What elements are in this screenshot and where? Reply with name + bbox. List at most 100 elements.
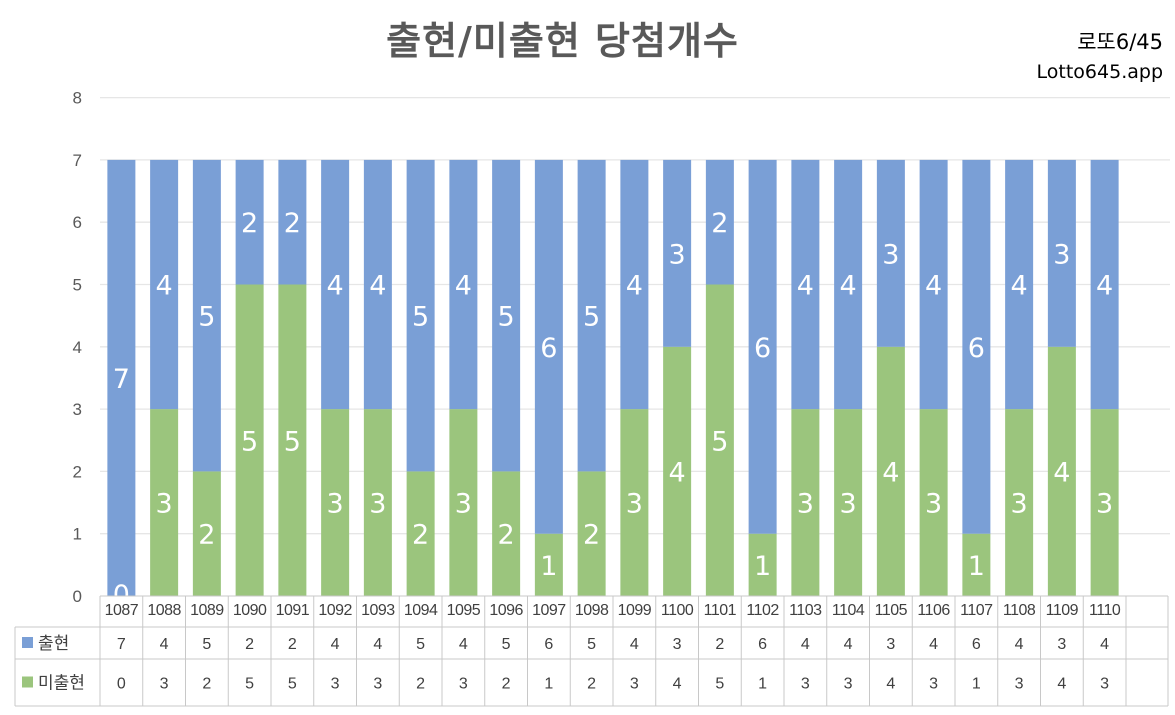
x-category-label: 1096 — [489, 602, 523, 619]
table-cell: 5 — [502, 636, 511, 653]
bar-not-appeared — [235, 284, 264, 596]
data-label-appeared: 3 — [1053, 239, 1070, 270]
table-cell: 4 — [160, 636, 169, 653]
table-cell: 0 — [117, 676, 126, 693]
table-cell: 2 — [245, 636, 254, 653]
bar-not-appeared — [492, 471, 521, 596]
y-tick-label: 6 — [73, 213, 82, 232]
x-category-label: 1091 — [276, 602, 310, 619]
table-cell: 2 — [416, 676, 425, 693]
table-cell: 5 — [587, 636, 596, 653]
data-label-appeared: 5 — [583, 302, 600, 333]
table-cell: 3 — [373, 676, 382, 693]
table-cell: 4 — [1057, 676, 1066, 693]
chart-title: 출현/미출현 당첨개수 — [386, 19, 739, 63]
data-label-not-appeared: 1 — [540, 551, 557, 582]
data-label-not-appeared: 3 — [797, 489, 814, 520]
x-category-label: 1097 — [532, 602, 566, 619]
bar-appeared — [919, 159, 948, 410]
bar-not-appeared — [620, 409, 649, 596]
bar-appeared — [150, 159, 179, 410]
table-cell: 5 — [715, 676, 724, 693]
bar-not-appeared — [449, 409, 478, 596]
bar-appeared — [107, 159, 136, 596]
bar-appeared — [962, 159, 991, 534]
table-cell: 3 — [929, 676, 938, 693]
data-label-appeared: 4 — [1011, 271, 1028, 302]
legend-appeared-label: 출현 — [38, 634, 69, 654]
x-category-label: 1108 — [1003, 602, 1036, 619]
x-category-label: 1101 — [704, 602, 737, 619]
table-cell: 1 — [544, 676, 553, 693]
data-label-appeared: 6 — [968, 333, 985, 364]
data-label-appeared: 2 — [711, 208, 728, 239]
table-cell: 5 — [202, 636, 211, 653]
bar-appeared — [406, 159, 435, 472]
bar-data-labels: 0734255252343425342516253443521634344334… — [113, 208, 1113, 611]
table-cell: 3 — [844, 676, 853, 693]
bar-not-appeared — [876, 346, 905, 596]
data-label-appeared: 4 — [156, 271, 173, 302]
brand-label: 로또6/45 — [1077, 30, 1163, 54]
x-category-label: 1089 — [190, 602, 224, 619]
table-cell: 1 — [758, 676, 767, 693]
x-category-label: 1088 — [147, 602, 181, 619]
bar-not-appeared — [406, 471, 435, 596]
x-category-label: 1107 — [960, 602, 993, 619]
bar-appeared — [663, 159, 692, 347]
data-label-appeared: 4 — [1096, 271, 1113, 302]
bar-not-appeared — [834, 409, 863, 596]
data-label-not-appeared: 3 — [626, 489, 643, 520]
data-label-appeared: 5 — [412, 302, 429, 333]
bar-appeared — [321, 159, 350, 410]
bar-appeared — [1005, 159, 1034, 410]
table-cell: 5 — [245, 676, 254, 693]
x-category-label: 1095 — [447, 602, 481, 619]
bar-not-appeared — [705, 284, 734, 596]
bar-not-appeared — [1090, 409, 1119, 596]
data-label-not-appeared: 3 — [1096, 489, 1113, 520]
table-cell: 2 — [587, 676, 596, 693]
bar-appeared — [876, 159, 905, 347]
data-label-appeared: 3 — [669, 239, 686, 270]
table-cell: 3 — [1100, 676, 1109, 693]
x-category-label: 1109 — [1046, 602, 1079, 619]
bar-appeared — [363, 159, 392, 410]
table-cell: 3 — [459, 676, 468, 693]
x-category-label: 1098 — [575, 602, 609, 619]
table-cell: 3 — [801, 676, 810, 693]
table-cell: 4 — [630, 636, 639, 653]
data-label-appeared: 5 — [198, 302, 215, 333]
data-label-not-appeared: 2 — [498, 520, 515, 551]
bar-appeared — [577, 159, 606, 472]
data-label-not-appeared: 3 — [455, 489, 472, 520]
data-label-appeared: 4 — [455, 271, 472, 302]
table-cell: 6 — [758, 636, 767, 653]
legend-appeared-swatch — [22, 637, 33, 648]
data-label-not-appeared: 4 — [882, 457, 899, 488]
data-label-not-appeared: 3 — [369, 489, 386, 520]
y-tick-label: 5 — [73, 276, 82, 295]
brand-url: Lotto645.app — [1036, 61, 1163, 83]
data-label-not-appeared: 4 — [669, 457, 686, 488]
bar-not-appeared — [363, 409, 392, 596]
data-label-appeared: 4 — [840, 271, 857, 302]
table-cell: 6 — [972, 636, 981, 653]
x-category-label: 1087 — [105, 602, 139, 619]
data-label-not-appeared: 2 — [198, 520, 215, 551]
data-label-appeared: 6 — [540, 333, 557, 364]
table-cell: 5 — [416, 636, 425, 653]
y-tick-label: 2 — [73, 462, 82, 481]
y-tick-label: 4 — [73, 338, 82, 357]
table-cell: 2 — [715, 636, 724, 653]
table-cell: 4 — [331, 636, 340, 653]
legend-not-appeared-swatch — [22, 676, 33, 688]
data-label-not-appeared: 5 — [241, 426, 258, 457]
bar-appeared — [449, 159, 478, 410]
bar-appeared — [492, 159, 521, 472]
data-table: 1087 1088 1089 1090 1091 1092 1093 1094 1095 1096… — [14, 595, 1169, 707]
data-label-not-appeared: 3 — [327, 489, 344, 520]
bar-appeared — [791, 159, 820, 410]
bar-not-appeared — [278, 284, 307, 596]
